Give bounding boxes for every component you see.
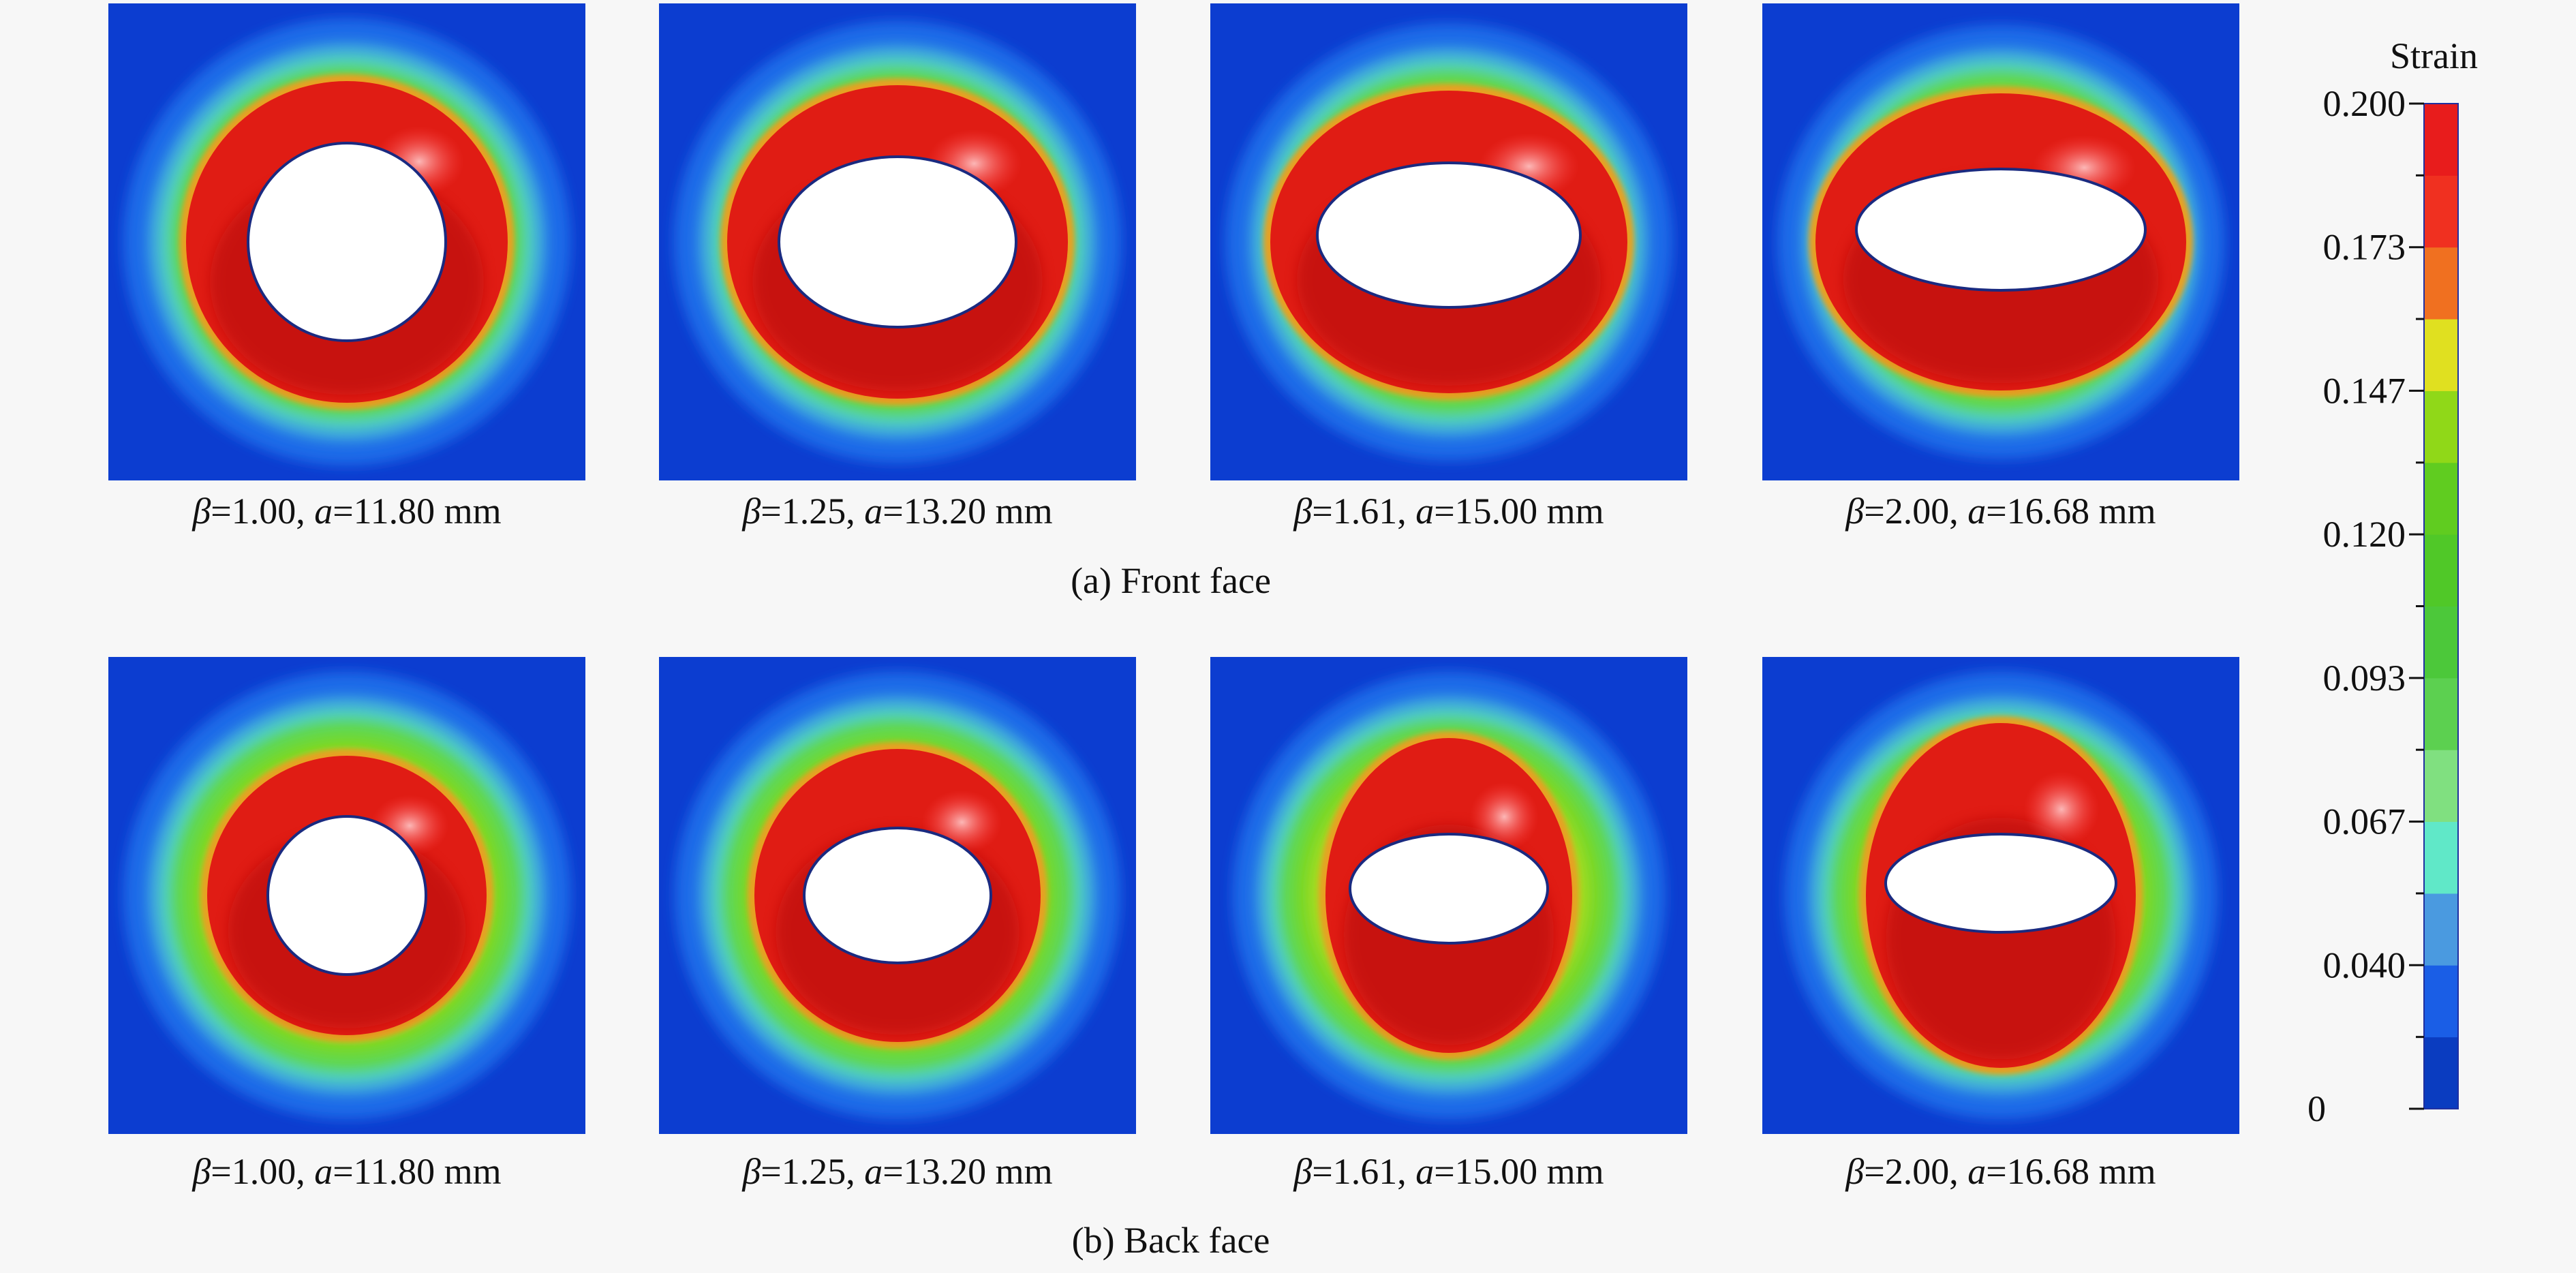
panel-label: β=1.25, a=13.20 mm [741, 1151, 1052, 1192]
panel-label: β=1.25, a=13.20 mm [741, 491, 1052, 532]
colorbar-band [2424, 965, 2458, 1038]
colorbar-label: 0.200 [2323, 83, 2406, 124]
label-part: β [191, 491, 211, 532]
colorbar-band [2424, 534, 2458, 607]
panel-label: β=1.61, a=15.00 mm [1293, 1151, 1604, 1192]
colorbar-label: 0.173 [2323, 227, 2406, 268]
label-part: =2.00, [1864, 1151, 1967, 1192]
label-part: =1.61, [1312, 1151, 1415, 1192]
contour-panel [1210, 3, 1687, 480]
label-part: =13.20 mm [883, 491, 1052, 532]
label-part: a [1415, 1151, 1434, 1192]
hole [247, 142, 447, 342]
label-part: =11.80 mm [333, 491, 501, 532]
panel-label: β=1.61, a=15.00 mm [1293, 491, 1604, 532]
panel-label: β=1.00, a=11.80 mm [191, 1151, 501, 1192]
label-part: =13.20 mm [883, 1151, 1052, 1192]
hole [1884, 833, 2117, 934]
contour-panel [1762, 657, 2239, 1134]
label-part: =1.25, [761, 1151, 864, 1192]
colorbar-band [2424, 606, 2458, 679]
colorbar-band [2424, 821, 2458, 894]
colorbar-band [2424, 462, 2458, 535]
highlight [1469, 782, 1539, 852]
colorbar-band [2424, 247, 2458, 320]
colorbar-label: 0.067 [2323, 801, 2406, 842]
label-part: =16.68 mm [1986, 491, 2156, 532]
contour-panel [108, 3, 585, 480]
label-part: =15.00 mm [1434, 491, 1604, 532]
hole [803, 827, 992, 964]
colorbar-label: 0.093 [2323, 658, 2406, 699]
label-part: =2.00, [1864, 491, 1967, 532]
label-part: a [864, 491, 883, 532]
label-part: β [1845, 491, 1864, 532]
label-part: a [864, 1151, 883, 1192]
highlight [2023, 771, 2100, 848]
contour-panel [108, 657, 585, 1134]
colorbar-band [2424, 390, 2458, 463]
colorbar-band [2424, 1037, 2458, 1109]
label-part: β [741, 1151, 761, 1192]
label-part: =11.80 mm [333, 1151, 501, 1192]
label-part: β [1845, 1151, 1864, 1192]
colorbar-label: 0.147 [2323, 370, 2406, 411]
contour-panel [659, 657, 1136, 1134]
row-caption: (b) Back face [1072, 1220, 1270, 1261]
label-part: a [1967, 1151, 1986, 1192]
label-part: =1.25, [761, 491, 864, 532]
colorbar-band [2424, 319, 2458, 391]
colorbar-label: 0 [2307, 1088, 2326, 1129]
label-part: β [741, 491, 761, 532]
colorbar-band [2424, 175, 2458, 248]
label-part: =1.00, [211, 491, 314, 532]
panel-label: β=2.00, a=16.68 mm [1845, 1151, 2156, 1192]
hole [1316, 162, 1582, 309]
panel-label: β=1.00, a=11.80 mm [191, 491, 501, 532]
colorbar-label: 0.120 [2323, 514, 2406, 555]
label-part: a [314, 491, 333, 532]
colorbar-band [2424, 104, 2458, 176]
contour-panel [1762, 3, 2239, 480]
contour-panel [659, 3, 1136, 480]
colorbar-band [2424, 893, 2458, 966]
label-part: a [1415, 491, 1434, 532]
hole [266, 815, 427, 976]
label-part: =16.68 mm [1986, 1151, 2156, 1192]
label-part: β [191, 1151, 211, 1192]
panel-label: β=2.00, a=16.68 mm [1845, 491, 2156, 532]
label-part: β [1293, 491, 1312, 532]
colorbar-title: Strain [2390, 35, 2478, 76]
hole [1349, 833, 1549, 945]
label-part: a [314, 1151, 333, 1192]
contour-panel [1210, 657, 1687, 1134]
row-caption: (a) Front face [1071, 560, 1271, 601]
label-part: =1.61, [1312, 491, 1415, 532]
label-part: =1.00, [211, 1151, 314, 1192]
label-part: β [1293, 1151, 1312, 1192]
hole [1855, 168, 2147, 292]
label-part: =15.00 mm [1434, 1151, 1604, 1192]
label-part: a [1967, 491, 1986, 532]
hole [778, 155, 1017, 328]
colorbar-band [2424, 677, 2458, 750]
colorbar-band [2424, 750, 2458, 823]
colorbar-label: 0.040 [2323, 945, 2406, 985]
